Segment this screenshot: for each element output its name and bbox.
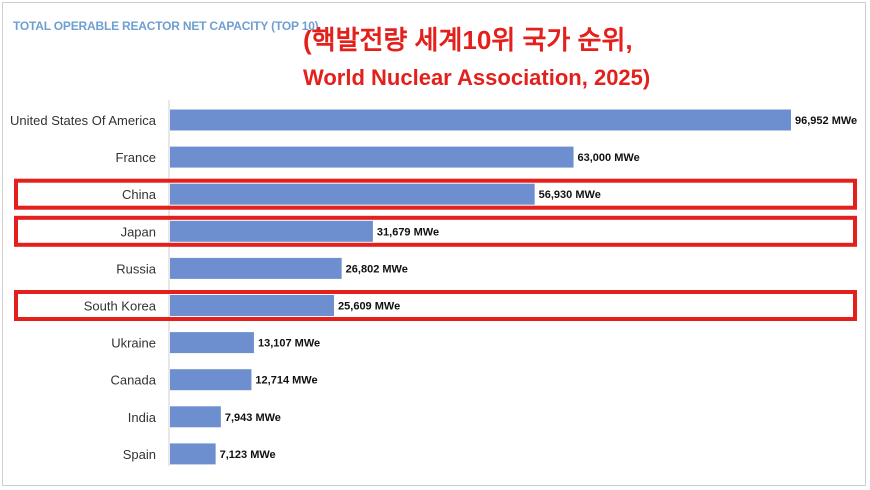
bar-japan — [170, 220, 373, 242]
category-label-china: China — [122, 187, 157, 202]
annotation-line-1: (핵발전량 세계10위 국가 순위, — [303, 25, 633, 55]
value-label-canada: 12,714 MWe — [255, 375, 317, 387]
category-label-india: India — [128, 410, 157, 425]
highlight-box-south-korea — [14, 290, 857, 321]
category-label-canada: Canada — [110, 373, 156, 388]
source-annotation: (핵발전량 세계10위 국가 순위, World Nuclear Associa… — [303, 22, 650, 96]
bar-ukraine — [170, 332, 254, 354]
bar-canada — [170, 369, 252, 391]
category-label-russia: Russia — [116, 261, 157, 276]
category-label-france: France — [116, 150, 156, 165]
value-label-united-states-of-america: 96,952 MWe — [795, 115, 857, 127]
value-label-spain: 7,123 MWe — [220, 449, 276, 461]
value-label-china: 56,930 MWe — [539, 189, 601, 201]
category-label-japan: Japan — [121, 224, 156, 239]
highlight-box-china — [14, 178, 857, 210]
bar-united-states-of-america — [170, 109, 791, 131]
value-label-ukraine: 13,107 MWe — [258, 338, 320, 350]
category-label-united-states-of-america: United States Of America — [10, 113, 157, 128]
value-label-russia: 26,802 MWe — [346, 263, 408, 275]
bar-russia — [170, 257, 342, 279]
value-label-france: 63,000 MWe — [578, 152, 640, 164]
bar-france — [170, 146, 574, 168]
value-label-japan: 31,679 MWe — [377, 226, 439, 238]
chart-title: TOTAL OPERABLE REACTOR NET CAPACITY (TOP… — [13, 19, 319, 33]
value-label-south-korea: 25,609 MWe — [338, 301, 400, 313]
category-label-ukraine: Ukraine — [111, 336, 156, 351]
bar-spain — [170, 443, 216, 465]
annotation-line-2: World Nuclear Association, 2025) — [303, 65, 651, 90]
category-label-south-korea: South Korea — [84, 299, 157, 314]
value-label-india: 7,943 MWe — [225, 412, 281, 424]
bar-china — [170, 183, 535, 205]
bar-south-korea — [170, 295, 335, 316]
highlight-box-japan — [14, 215, 857, 247]
bar-india — [170, 406, 221, 428]
category-label-spain: Spain — [123, 447, 156, 462]
